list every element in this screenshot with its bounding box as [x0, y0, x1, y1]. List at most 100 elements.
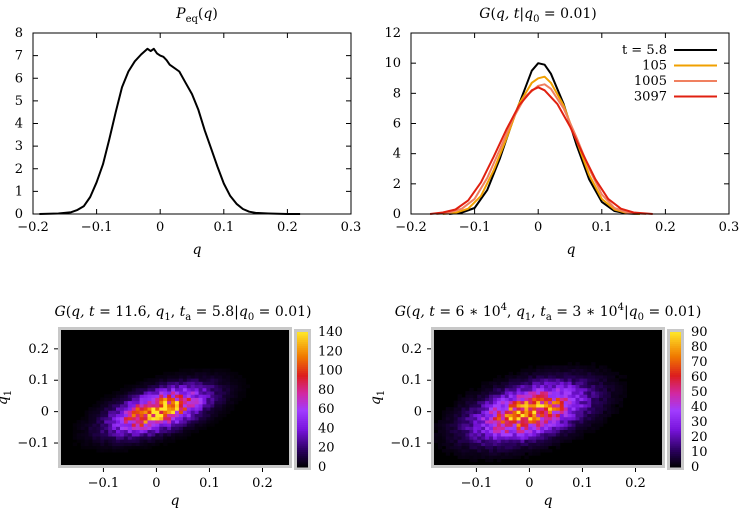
heatmap-cell: [108, 439, 113, 443]
heatmap-cell: [591, 413, 596, 418]
heatmap-cell: [237, 384, 243, 389]
colorbar-segment: [297, 372, 308, 375]
colorbar-segment: [297, 430, 308, 433]
heatmap-cell: [485, 436, 490, 440]
heatmap-cell: [607, 403, 612, 408]
heatmap-cell: [548, 365, 553, 370]
heatmap-cell: [571, 436, 576, 440]
x-tick-label: 0.1: [199, 476, 220, 491]
heatmap-cell: [241, 387, 247, 392]
heatmap-cell: [544, 448, 549, 453]
heatmap-cell: [210, 410, 215, 415]
heatmap-cell: [88, 445, 93, 450]
heatmap-cell: [222, 410, 227, 415]
heatmap-cell: [465, 426, 470, 431]
colorbar-segment: [670, 434, 681, 437]
heatmap-cell: [532, 391, 537, 395]
heatmap-cell: [147, 423, 152, 427]
heatmap-cell: [496, 394, 502, 398]
heatmap-cell: [587, 387, 592, 392]
heatmap-cell: [575, 387, 580, 392]
heatmap-cell: [473, 448, 478, 453]
heatmap-cell: [508, 452, 514, 456]
heatmap-cell: [508, 432, 514, 437]
heatmap-cell: [555, 420, 561, 424]
x-tick-label: 0: [534, 220, 542, 235]
heatmap-cell: [571, 403, 576, 408]
heatmap-cell: [528, 445, 533, 450]
heatmap-cell: [92, 403, 97, 408]
heatmap-cell: [222, 371, 227, 376]
heatmap-cell: [171, 423, 176, 427]
heatmap-cell: [120, 391, 125, 395]
heatmap-cell: [575, 378, 580, 382]
heatmap-cell: [175, 381, 180, 386]
heatmap-cell: [563, 365, 569, 370]
heatmap-cell: [147, 439, 152, 443]
colorbar-segment: [297, 393, 308, 397]
heatmap-cell: [155, 442, 160, 447]
heatmap-cell: [135, 436, 141, 440]
heatmap-cell: [167, 394, 172, 398]
heatmap-cell: [120, 413, 125, 418]
heatmap-cell: [84, 410, 89, 415]
heatmap-cell: [595, 397, 600, 402]
heatmap-cell: [512, 403, 517, 408]
heatmap-cell: [540, 413, 545, 418]
heatmap-cell: [599, 400, 604, 405]
heatmap-cell: [151, 420, 156, 424]
heatmap-cell: [131, 403, 137, 408]
heatmap-cell: [614, 378, 620, 382]
heatmap-cell: [587, 397, 592, 402]
heatmap-cell: [112, 442, 117, 447]
heatmap-cell: [167, 381, 172, 386]
colorbar-segment: [297, 455, 308, 458]
heatmap-cell: [489, 387, 494, 392]
heatmap-cell: [76, 436, 82, 440]
heatmap-cell: [198, 416, 203, 421]
heatmap-cell: [108, 397, 113, 402]
heatmap-cell: [563, 378, 569, 382]
y-tick-label: 8: [393, 86, 401, 101]
heatmap-cell: [489, 458, 494, 463]
heatmap-cell: [516, 436, 521, 440]
heatmap-cell: [551, 371, 557, 376]
heatmap-cell: [595, 368, 600, 373]
heatmap-cell: [178, 426, 184, 431]
heatmap-ylabel: q1: [368, 390, 387, 405]
heatmap-cell: [457, 403, 462, 408]
heatmap-cell: [198, 378, 203, 382]
heatmap-cell: [234, 378, 239, 382]
heatmap-cell: [477, 442, 482, 447]
heatmap-cell: [563, 371, 569, 376]
heatmap-cell: [143, 378, 148, 382]
heatmap-cell: [485, 423, 490, 427]
heatmap-cell: [226, 394, 231, 398]
heatmap-cell: [120, 448, 125, 453]
heatmap-cell: [175, 436, 180, 440]
heatmap-cell: [544, 381, 549, 386]
heatmap-cell: [461, 426, 466, 431]
heatmap-cell: [100, 439, 105, 443]
heatmap-cell: [579, 410, 584, 415]
heatmap-cell: [135, 410, 141, 415]
heatmap-cell: [104, 394, 109, 398]
heatmap-cell: [182, 410, 188, 415]
heatmap-cell: [182, 420, 188, 424]
heatmap-cell: [489, 420, 494, 424]
heatmap-cell: [441, 423, 447, 427]
colorbar-label: 20: [318, 441, 335, 456]
heatmap-cell: [163, 403, 168, 408]
heatmap-cell: [571, 416, 576, 421]
heatmap-cell: [469, 426, 474, 431]
heatmap-cell: [508, 426, 514, 431]
heatmap-cell: [532, 420, 537, 424]
heatmap-cell: [131, 429, 137, 434]
heatmap-cell: [587, 384, 592, 389]
heatmap-cell: [520, 368, 525, 373]
heatmap-cell: [222, 400, 227, 405]
panel-heatmap-2: G(q, t = 6 ∗ 104, q1, ta = 3 ∗ 104|q0 = …: [368, 302, 708, 509]
heatmap-cell: [532, 381, 537, 386]
heatmap-cell: [520, 407, 525, 411]
heatmap-cell: [434, 423, 439, 427]
